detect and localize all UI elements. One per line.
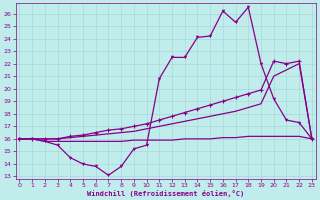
X-axis label: Windchill (Refroidissement éolien,°C): Windchill (Refroidissement éolien,°C) <box>87 190 244 197</box>
